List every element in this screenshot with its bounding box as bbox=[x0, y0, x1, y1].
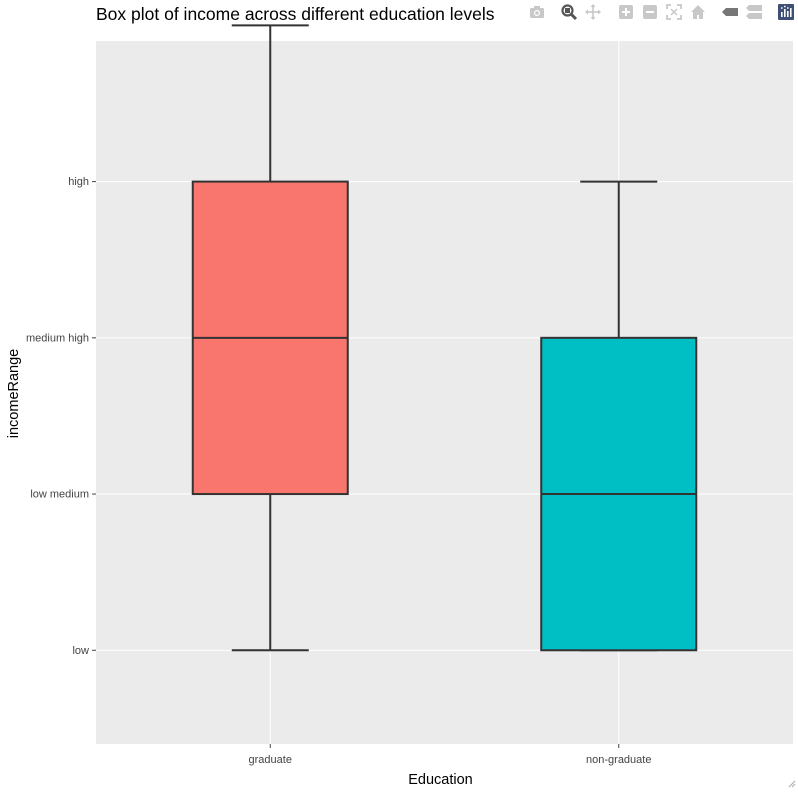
pan-icon[interactable] bbox=[584, 3, 602, 21]
zoom-icon[interactable] bbox=[560, 3, 578, 21]
home-icon[interactable] bbox=[689, 3, 707, 21]
plotly-logo-icon[interactable] bbox=[777, 3, 795, 21]
autoscale-icon[interactable] bbox=[665, 3, 683, 21]
zoom-out-icon[interactable] bbox=[641, 3, 659, 21]
hover-closest-icon[interactable] bbox=[721, 3, 739, 21]
resize-handle[interactable] bbox=[788, 775, 796, 788]
x-tick-label: graduate bbox=[249, 754, 292, 766]
y-tick-label: low medium bbox=[30, 489, 89, 501]
zoom-in-icon[interactable] bbox=[617, 3, 635, 21]
y-tick-label: low bbox=[72, 645, 89, 657]
x-axis-title: Education bbox=[408, 772, 473, 785]
x-tick-label: non-graduate bbox=[586, 754, 651, 766]
hover-compare-icon[interactable] bbox=[745, 3, 763, 21]
y-axis-title: incomeRange bbox=[6, 349, 22, 438]
y-tick-label: high bbox=[68, 176, 89, 188]
chart-title: Box plot of income across different educ… bbox=[96, 4, 495, 24]
y-tick-label: medium high bbox=[26, 332, 89, 344]
camera-icon[interactable] bbox=[528, 3, 546, 21]
